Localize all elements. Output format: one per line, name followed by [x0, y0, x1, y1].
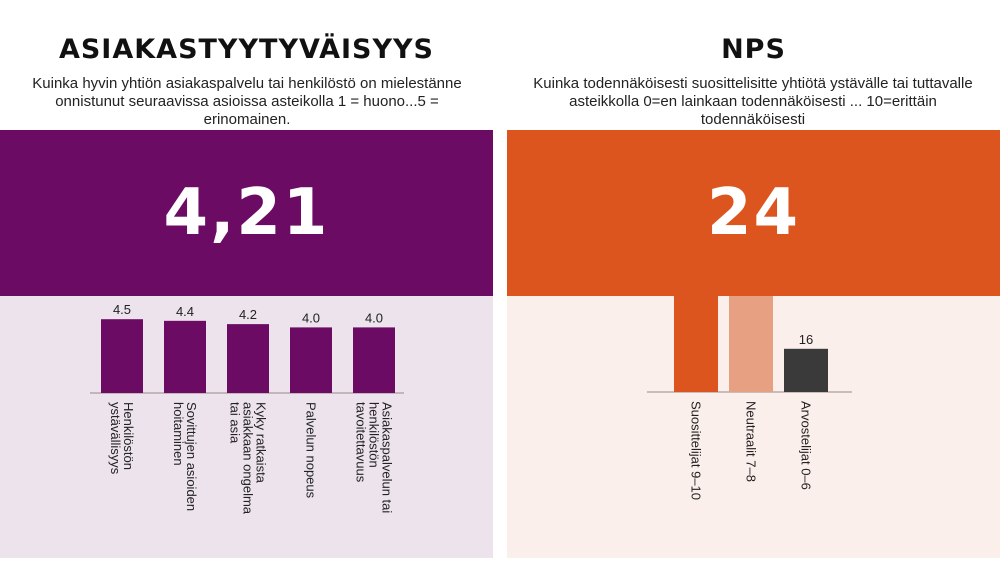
- satisfaction-value-label: 4.0: [302, 310, 320, 325]
- customer-satisfaction-panel: ASIAKASTYYTYVÄISYYS Kuinka hyvin yhtiön …: [0, 0, 493, 558]
- satisfaction-subtitle-line-1: Kuinka hyvin yhtiön asiakaspalvelu tai h…: [32, 75, 462, 92]
- satisfaction-category-label: Kyky ratkaistaasiakkaan ongelmatai asia: [228, 402, 269, 515]
- satisfaction-score-box: 4,21: [0, 130, 493, 296]
- nps-title: NPS: [721, 34, 786, 65]
- satisfaction-category-label: Sovittujen asioidenhoitaminen: [171, 402, 199, 511]
- satisfaction-value-label: 4.0: [365, 310, 383, 325]
- nps-subtitle: Kuinka todennäköisesti suosittelisitte y…: [523, 75, 983, 129]
- satisfaction-value-label: 4.4: [176, 304, 194, 319]
- nps-panel: NPS Kuinka todennäköisesti suosittelisit…: [507, 0, 1000, 558]
- nps-bar: [729, 273, 773, 392]
- nps-category-label-line: Neutraalit 7–8: [744, 401, 759, 482]
- nps-subtitle-line-1: Kuinka todennäköisesti suosittelisitte y…: [533, 75, 973, 92]
- satisfaction-bar-chart: 4.5 Henkilöstönystävällisyys 4.4 Sovittujen…: [90, 302, 404, 515]
- nps-chart-area: 40Suosittelijat 9–1044Neutraalit 7–816Ar…: [507, 256, 1000, 558]
- nps-category-label-line: Arvostelijat 0–6: [799, 401, 814, 490]
- nps-category-label: Neutraalit 7–8: [744, 401, 759, 482]
- satisfaction-category-label-line: Henkilöstön: [121, 402, 136, 470]
- nps-bar: [784, 348, 828, 392]
- satisfaction-category-label-line: Palvelun nopeus: [304, 402, 319, 499]
- satisfaction-category-label-line: henkilöstön: [367, 402, 382, 468]
- nps-bar: [674, 284, 718, 392]
- satisfaction-category-label-line: tavoitettavuus: [354, 402, 369, 483]
- satisfaction-bar: [101, 319, 143, 393]
- satisfaction-bar: [164, 320, 206, 393]
- nps-bar-chart: 40Suosittelijat 9–1044Neutraalit 7–816Ar…: [647, 256, 852, 500]
- satisfaction-category-label: Asiakaspalvelun taihenkilöstöntavoitetta…: [354, 402, 395, 513]
- satisfaction-category-label-line: Kyky ratkaista: [254, 402, 269, 484]
- satisfaction-category-label-line: tai asia: [228, 402, 243, 444]
- satisfaction-category-label: Palvelun nopeus: [304, 402, 319, 499]
- nps-category-label: Arvostelijat 0–6: [799, 401, 814, 490]
- satisfaction-category-label-line: hoitaminen: [171, 402, 186, 466]
- satisfaction-subtitle: Kuinka hyvin yhtiön asiakaspalvelu tai h…: [17, 75, 477, 129]
- satisfaction-value-label: 4.5: [113, 302, 131, 317]
- satisfaction-category-label: Henkilöstönystävällisyys: [108, 402, 136, 475]
- nps-value-label: 16: [799, 332, 813, 347]
- satisfaction-category-label-line: Asiakaspalvelun tai: [380, 402, 395, 513]
- satisfaction-bar: [227, 324, 269, 393]
- satisfaction-bar: [290, 327, 332, 393]
- nps-score: 24: [706, 176, 801, 250]
- satisfaction-category-label-line: asiakkaan ongelma: [241, 402, 256, 515]
- nps-score-box: 24: [507, 130, 1000, 296]
- satisfaction-chart-area: 4.5 Henkilöstönystävällisyys 4.4 Sovittujen…: [0, 296, 493, 558]
- satisfaction-category-label-line: Sovittujen asioiden: [184, 402, 199, 511]
- satisfaction-title: ASIAKASTYYTYVÄISYYS: [58, 34, 435, 65]
- satisfaction-subtitle-line-2: onnistunut seuraavissa asioissa asteikol…: [55, 93, 439, 128]
- nps-subtitle-line-2: asteikkolla 0=en lainkaan todennäköisest…: [569, 93, 937, 128]
- nps-category-label-line: Suosittelijat 9–10: [689, 401, 704, 500]
- nps-category-label: Suosittelijat 9–10: [689, 401, 704, 500]
- satisfaction-bar: [353, 327, 395, 393]
- satisfaction-category-label-line: ystävällisyys: [108, 402, 123, 475]
- satisfaction-score: 4,21: [163, 176, 330, 250]
- satisfaction-value-label: 4.2: [239, 307, 257, 322]
